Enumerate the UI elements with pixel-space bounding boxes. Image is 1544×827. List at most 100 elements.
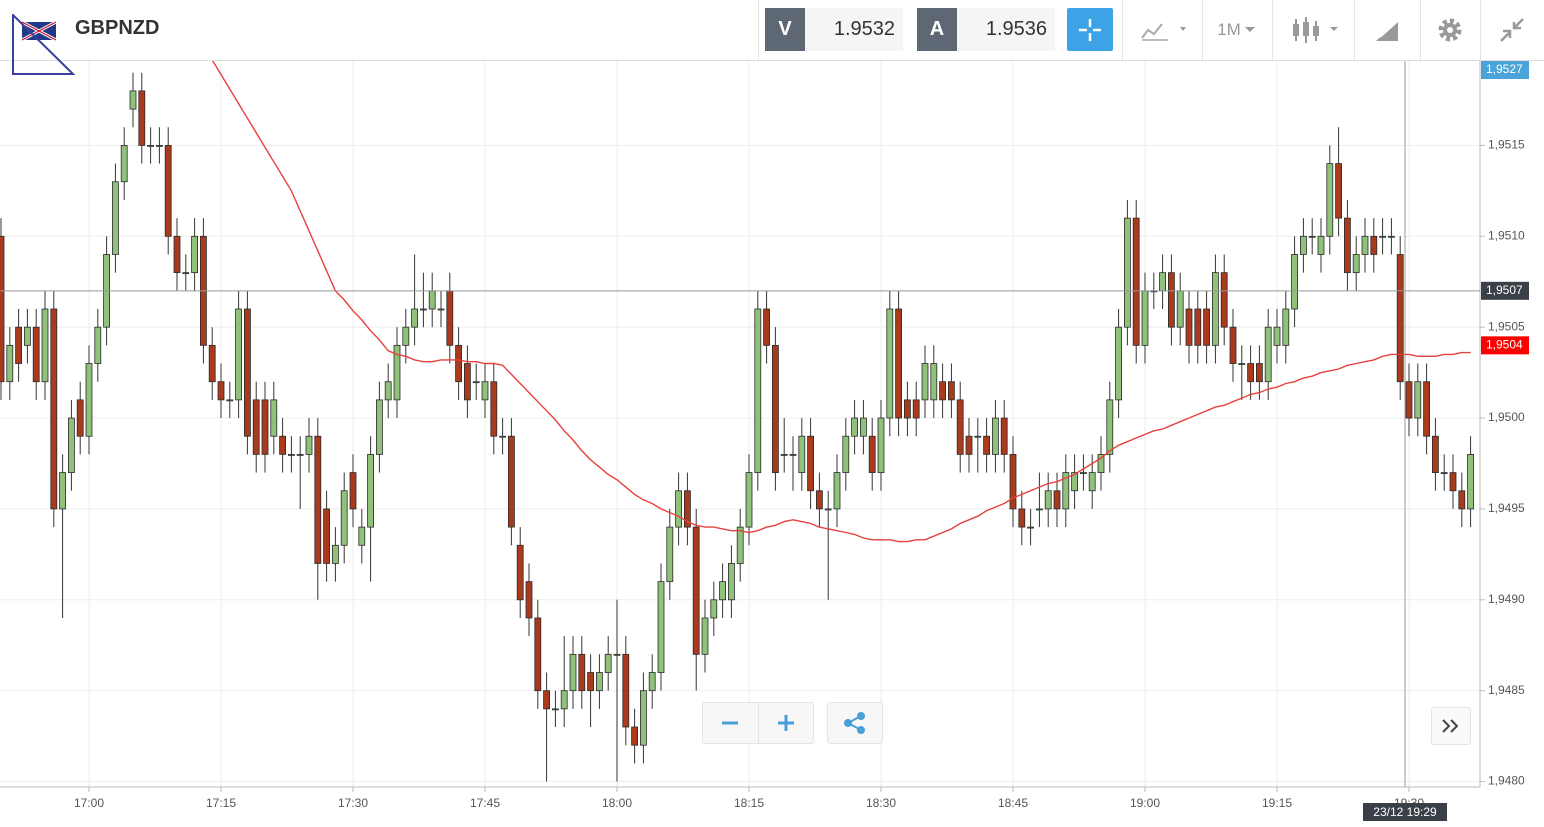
- share-button[interactable]: [827, 702, 883, 744]
- zoom-out-button[interactable]: [703, 703, 759, 743]
- candle-body: [719, 581, 726, 601]
- crosshair-button[interactable]: [1067, 8, 1113, 51]
- candle-body: [226, 399, 234, 402]
- symbol: GBPNZD: [75, 17, 160, 39]
- chart-type-button[interactable]: [1135, 8, 1195, 51]
- candle-body: [1335, 163, 1342, 219]
- candle-body: [0, 235, 5, 383]
- candle-body: [1344, 217, 1351, 274]
- candle-body: [314, 435, 322, 564]
- candle-body: [481, 381, 489, 401]
- candle-body: [252, 399, 260, 455]
- candle-body: [1308, 235, 1316, 238]
- collapse-button[interactable]: [1490, 8, 1534, 51]
- candle-style-button[interactable]: [1285, 8, 1345, 51]
- candle-body: [1080, 472, 1087, 474]
- timeframe: 1M: [1217, 19, 1241, 39]
- candle-body: [1291, 254, 1298, 310]
- divider: [1202, 0, 1203, 60]
- candles: [0, 72, 1474, 782]
- candle-body: [1449, 472, 1457, 492]
- candle-body: [772, 344, 779, 473]
- candle-body: [939, 381, 946, 401]
- candle-body: [472, 381, 480, 384]
- zoom-controls: [702, 702, 814, 744]
- x-tick-label: 17:15: [206, 796, 236, 810]
- candle-body: [1027, 526, 1034, 529]
- candle-body: [983, 435, 990, 455]
- candle-body: [842, 435, 850, 473]
- candle-body: [1194, 308, 1202, 346]
- candle-body: [516, 544, 524, 601]
- candle-body: [191, 235, 199, 274]
- draw-button[interactable]: [1362, 8, 1412, 51]
- overlay-line: [211, 59, 1471, 543]
- candle-body: [164, 145, 172, 237]
- candle-body: [59, 472, 66, 510]
- candle-body: [6, 344, 14, 383]
- candle-body: [860, 417, 867, 437]
- price-tag: 1,9507: [1486, 283, 1523, 297]
- settings-button[interactable]: [1428, 8, 1472, 51]
- x-tick-label: 17:00: [74, 796, 104, 810]
- candle-body: [217, 381, 225, 401]
- candle-body: [173, 235, 181, 274]
- candle-body: [1256, 363, 1263, 383]
- candle-body: [789, 453, 797, 456]
- sell-price[interactable]: 1.9532: [805, 8, 903, 51]
- x-tick-label: 19:00: [1130, 796, 1160, 810]
- candle-body: [446, 290, 454, 346]
- candle-body: [1229, 326, 1237, 364]
- candle-body: [367, 453, 375, 528]
- candle-body: [1458, 490, 1466, 510]
- scroll-right-button[interactable]: [1431, 707, 1471, 745]
- candle-body: [1159, 272, 1166, 292]
- candle-body: [1238, 363, 1246, 365]
- candle-body: [1396, 254, 1404, 383]
- divider: [1272, 0, 1273, 60]
- candle-body: [666, 526, 674, 583]
- zoom-in-button[interactable]: [759, 703, 814, 743]
- divider: [1420, 0, 1421, 60]
- y-tick-label: 1,9490: [1488, 592, 1525, 606]
- candle-body: [208, 344, 216, 383]
- timeframe-button[interactable]: 1M: [1210, 8, 1265, 51]
- candle-body: [569, 653, 577, 692]
- candle-body: [1440, 472, 1448, 474]
- buy-label[interactable]: A: [917, 8, 957, 51]
- candle-body: [305, 435, 313, 455]
- divider: [1122, 0, 1123, 60]
- candle-body: [640, 690, 647, 746]
- candle-body: [85, 363, 93, 437]
- candle-body: [1264, 326, 1272, 383]
- candle-body: [1000, 417, 1008, 455]
- candle-body: [243, 308, 251, 437]
- candle-body: [112, 181, 119, 255]
- candle-body: [437, 308, 445, 311]
- candle-body: [701, 617, 709, 655]
- candle-body: [763, 308, 770, 346]
- candle-body: [349, 472, 357, 510]
- candle-body: [419, 308, 427, 311]
- header: GBPNZD V 1.9532 A 1.9536 1M: [0, 0, 1544, 75]
- x-tick-label: 18:15: [734, 796, 764, 810]
- candle-body: [1247, 363, 1254, 383]
- buy-price[interactable]: 1.9536: [957, 8, 1055, 51]
- candle-body: [675, 490, 682, 528]
- candle-body: [1300, 235, 1307, 255]
- candle-body: [384, 381, 392, 401]
- y-tick-label: 1,9495: [1488, 501, 1525, 515]
- x-tick-label: 17:45: [470, 796, 500, 810]
- sell-label[interactable]: V: [765, 8, 805, 51]
- candle-body: [948, 381, 955, 401]
- candle-body: [23, 326, 31, 346]
- candle-body: [534, 617, 542, 692]
- price-tag-bg: [1481, 61, 1529, 79]
- candle-body: [710, 599, 718, 619]
- candle-body: [1326, 163, 1334, 237]
- overlay-layer: [211, 59, 1471, 543]
- candle-body: [15, 326, 22, 364]
- candle-body: [1317, 235, 1325, 255]
- candle-body: [974, 435, 982, 438]
- divider: [758, 0, 759, 60]
